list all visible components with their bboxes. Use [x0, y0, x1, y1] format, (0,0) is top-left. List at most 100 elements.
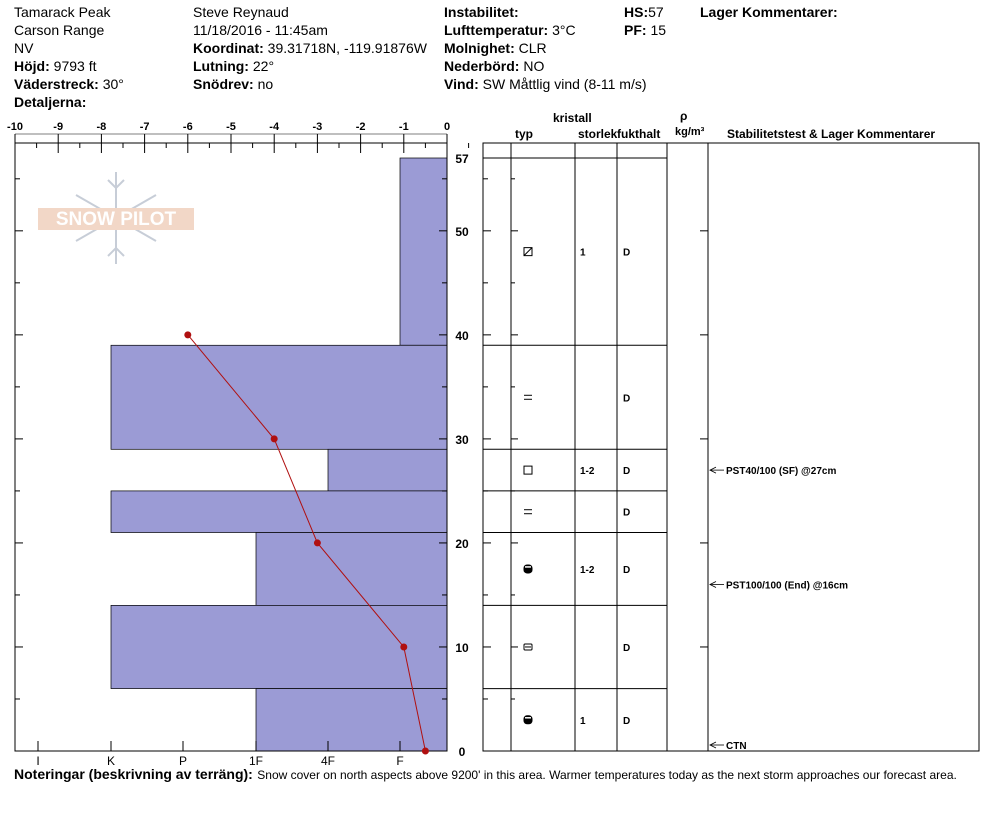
notes-label: Noteringar (beskrivning av terräng): — [14, 766, 253, 782]
height-tick-label: 30 — [455, 433, 469, 447]
sky-value: CLR — [518, 40, 547, 56]
logo-text: SNOW PILOT — [56, 209, 177, 230]
instability-label: Instabilitet: — [444, 4, 519, 20]
col-crystal: kristall — [553, 111, 592, 125]
layer-table-frame — [482, 142, 980, 752]
hardness-bar — [399, 157, 448, 346]
moisture-value: D — [623, 565, 630, 576]
slope-label: Lutning: — [193, 58, 249, 74]
crystal-type-icon — [523, 715, 533, 725]
crystal-size: 1 — [580, 248, 586, 259]
temp-tick-label: -8 — [97, 121, 107, 133]
airtemp-value: 3°C — [552, 22, 576, 38]
col-type: typ — [515, 127, 533, 141]
height-tick-label: 20 — [455, 537, 469, 551]
observer: Steve Reynaud — [193, 4, 289, 20]
stability-test-text: PST100/100 (End) @16cm — [726, 581, 848, 592]
temperature-point — [184, 331, 192, 339]
col-rho: ρ — [680, 109, 688, 123]
notes: Noteringar (beskrivning av terräng): Sno… — [14, 766, 957, 784]
hardness-tick-label: 1F — [249, 754, 263, 768]
height-tick-label: 0 — [459, 745, 466, 759]
moisture-value: D — [623, 466, 630, 477]
height-tick-label: 40 — [455, 329, 469, 343]
pf-label: PF: — [624, 22, 647, 38]
stability-arrowhead — [709, 581, 717, 588]
moisture-value: D — [623, 393, 630, 404]
hardness-bar — [110, 605, 448, 689]
temp-tick-label: 0 — [444, 121, 450, 133]
hardness-tick-label: I — [36, 754, 39, 768]
hardness-bar — [110, 344, 448, 450]
stability-test-text: PST40/100 (SF) @27cm — [726, 466, 836, 477]
hardness-tick-label: K — [107, 754, 115, 768]
crystal-size: 1 — [580, 716, 586, 727]
hardness-tick-label: 4F — [321, 754, 335, 768]
stability-arrowhead — [709, 466, 717, 474]
crystal-type-icon — [523, 247, 533, 257]
hardness-bar — [255, 688, 448, 752]
temperature-point — [313, 539, 321, 547]
height-tick-label: 10 — [455, 641, 469, 655]
temp-tick-label: -2 — [356, 121, 366, 133]
temp-tick-label: -3 — [313, 121, 323, 133]
layer-comments-label: Lager Kommentarer: — [700, 4, 838, 20]
moisture-value: D — [623, 508, 630, 519]
hardness-bar — [110, 490, 448, 533]
crystal-size: 1-2 — [580, 565, 595, 576]
crystal-type-icon — [523, 643, 533, 651]
stability-test-text: CTN — [726, 741, 747, 752]
crystal-type-icon — [523, 465, 533, 475]
col-moisture: fukthalt — [617, 127, 661, 141]
hs-value: 57 — [648, 4, 664, 20]
drift-value: no — [257, 76, 274, 92]
elevation-label: Höjd: — [14, 58, 50, 74]
datetime: 11/18/2016 - 11:45am — [193, 22, 328, 38]
precip-label: Nederbörd: — [444, 58, 520, 74]
hardness-bar — [327, 448, 448, 492]
hs-label: HS: — [624, 4, 649, 20]
state: NV — [14, 40, 34, 56]
slope-value: 22° — [252, 58, 275, 74]
moisture-value: D — [623, 716, 630, 727]
temperature-point — [421, 747, 429, 755]
temp-tick-label: -5 — [226, 121, 236, 133]
hardness-bar — [255, 532, 448, 606]
drift-label: Snödrev: — [193, 76, 254, 92]
details-label: Detaljerna: — [14, 94, 87, 110]
location: Tamarack Peak — [14, 4, 111, 20]
coord-label: Koordinat: — [193, 40, 264, 56]
crystal-size: 1-2 — [580, 466, 595, 477]
height-tick-label: 57 — [455, 152, 469, 166]
wind-value: SW Måttlig vind (8-11 m/s) — [482, 76, 647, 92]
precip-value: NO — [523, 58, 545, 74]
temperature-point — [400, 643, 408, 651]
temp-tick-label: -6 — [183, 121, 193, 133]
crystal-type-icon — [523, 247, 533, 256]
aspect-label: Väderstreck: — [14, 76, 99, 92]
temp-tick-label: -10 — [7, 121, 23, 133]
hardness-tick-label: P — [179, 754, 187, 768]
aspect-value: 30° — [102, 76, 124, 92]
temperature-point — [270, 435, 278, 443]
moisture-value: D — [623, 643, 630, 654]
sky-label: Molnighet: — [444, 40, 515, 56]
stability-arrowhead — [709, 741, 717, 749]
range: Carson Range — [14, 22, 105, 38]
airtemp-label: Lufttemperatur: — [444, 22, 549, 38]
temp-tick-label: -9 — [53, 121, 63, 133]
elevation-value: 9793 ft — [53, 58, 97, 74]
col-density-unit: kg/m³ — [675, 126, 705, 138]
temp-tick-label: -4 — [269, 121, 280, 133]
col-size: storlek — [578, 127, 618, 141]
snowpilot-logo: SNOW PILOT — [38, 172, 194, 264]
crystal-type-icon — [523, 564, 533, 574]
col-stability: Stabilitetstest & Lager Kommentarer — [727, 127, 936, 141]
moisture-value: D — [623, 248, 630, 259]
height-tick-label: 50 — [455, 225, 469, 239]
temp-tick-label: -7 — [140, 121, 150, 133]
wind-label: Vind: — [444, 76, 479, 92]
coord-value: 39.31718N, -119.91876W — [267, 40, 427, 56]
notes-text: Snow cover on north aspects above 9200' … — [257, 768, 957, 782]
